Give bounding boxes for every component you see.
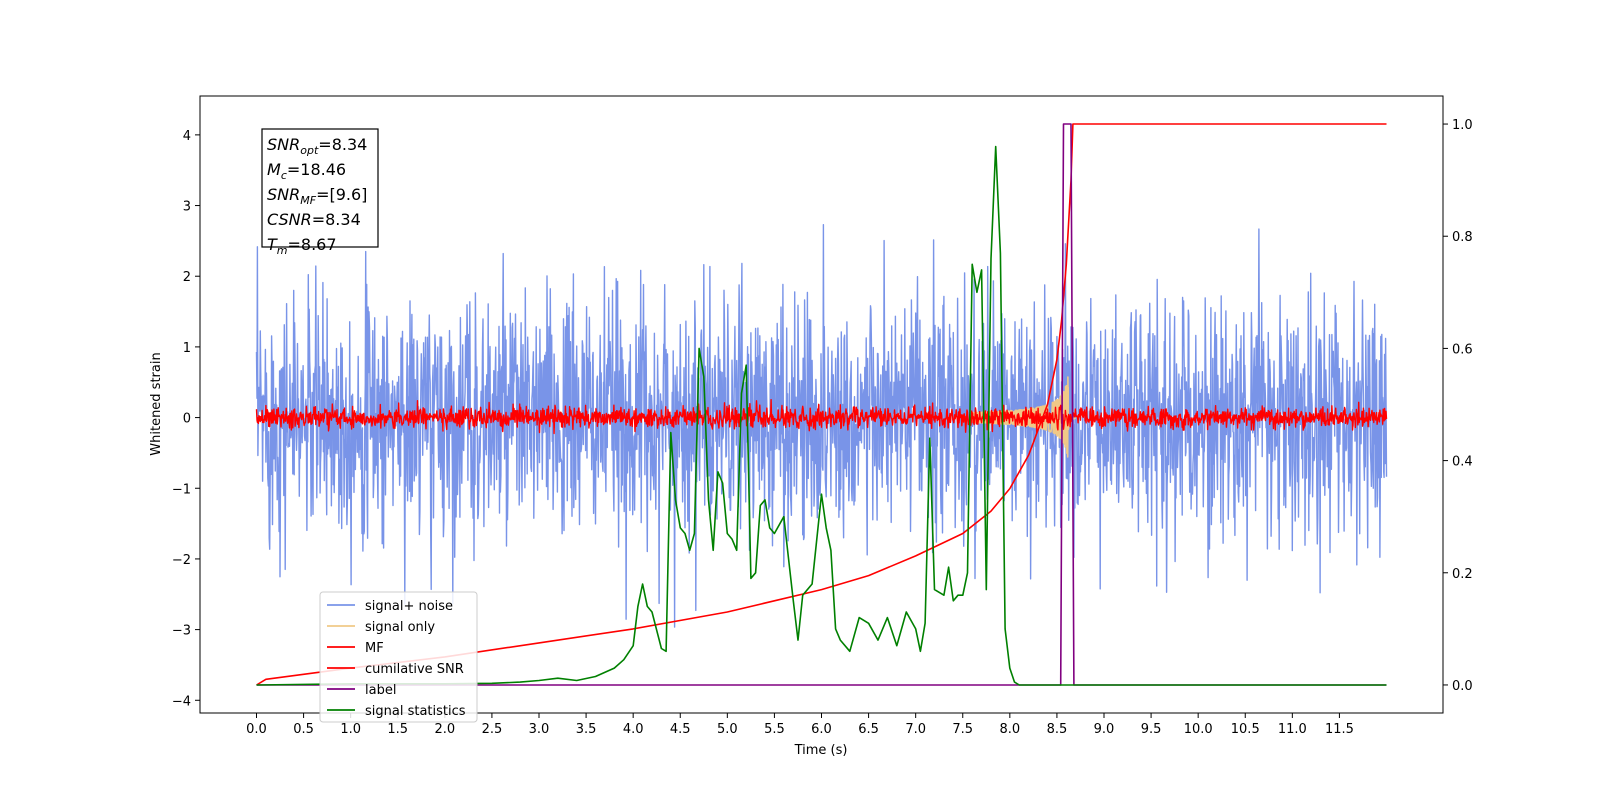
x-tick-label: 4.5 xyxy=(670,722,691,737)
x-tick-label: 7.5 xyxy=(952,722,973,737)
y-tick-label: −3 xyxy=(172,624,191,639)
x-tick-label: 4.0 xyxy=(623,722,644,737)
annotation-value: =18.46 xyxy=(287,160,346,179)
annotation-value: =8.34 xyxy=(312,210,361,229)
y-tick-label: 2 xyxy=(183,270,191,285)
y-tick-label: −4 xyxy=(172,694,191,709)
annotation-box: SNRopt=8.34Mc=18.46SNRMF=[9.6]CSNR=8.34T… xyxy=(261,128,379,257)
x-tick-label: 2.5 xyxy=(482,722,503,737)
y2-tick-label: 0.2 xyxy=(1452,567,1473,582)
x-tick-label: 1.5 xyxy=(387,722,408,737)
annotation-value: =8.34 xyxy=(318,135,367,154)
legend-label-mf: MF xyxy=(365,641,384,656)
x-tick-label: 5.5 xyxy=(764,722,785,737)
annotation-line: Tm=8.67 xyxy=(267,235,337,257)
series-mf xyxy=(255,399,1388,435)
y2-tick-label: 0.4 xyxy=(1452,455,1473,470)
annotation-subscript: c xyxy=(281,169,287,182)
y-tick-label: 3 xyxy=(183,200,191,215)
y-tick-label: 1 xyxy=(183,341,191,356)
y-tick-label: 4 xyxy=(183,129,191,144)
series-signal-statistics xyxy=(256,145,1387,686)
x-axis-label: Time (s) xyxy=(794,743,848,758)
x-tick-label: 6.0 xyxy=(811,722,832,737)
annotation-subscript: MF xyxy=(300,194,316,207)
x-tick-label: 0.0 xyxy=(246,722,267,737)
x-tick-label: 8.0 xyxy=(999,722,1020,737)
annotation-symbol: SNR xyxy=(267,185,300,204)
x-tick-label: 9.0 xyxy=(1094,722,1115,737)
annotation-line: SNRopt=8.34 xyxy=(267,135,367,157)
x-tick-label: 10.5 xyxy=(1231,722,1260,737)
y2-tick-label: 0.6 xyxy=(1452,342,1473,357)
x-tick-label: 5.0 xyxy=(717,722,738,737)
x-tick-label: 7.0 xyxy=(905,722,926,737)
annotation-line: CSNR=8.34 xyxy=(267,210,361,229)
x-tick-label: 2.0 xyxy=(434,722,455,737)
x-tick-label: 3.0 xyxy=(529,722,550,737)
legend-label-cumulative-snr: cumilative SNR xyxy=(365,662,464,677)
x-tick-label: 11.5 xyxy=(1325,722,1354,737)
annotation-line: Mc=18.46 xyxy=(267,160,346,182)
annotation-symbol: SNR xyxy=(267,135,300,154)
y-tick-label: 0 xyxy=(183,412,191,427)
annotation-symbol: T xyxy=(267,235,278,254)
y2-tick-label: 0.8 xyxy=(1452,230,1473,245)
x-tick-label: 1.0 xyxy=(340,722,361,737)
legend: signal+ noise signal only MF cumilative SNR… xyxy=(319,591,478,723)
x-tick-label: 8.5 xyxy=(1047,722,1068,737)
x-tick-label: 6.5 xyxy=(858,722,879,737)
annotation-frame xyxy=(261,128,379,248)
y-tick-label: −1 xyxy=(172,482,191,497)
x-tick-label: 11.0 xyxy=(1278,722,1307,737)
axes: 0.0 0.5 1.0 1.5 2.0 2.5 3.0 3.5 4.0 4.5 5.0 5.5 6.0 6… xyxy=(172,118,1473,737)
annotation-value: =8.67 xyxy=(288,235,337,254)
legend-frame xyxy=(319,591,478,723)
y2-tick-label: 1.0 xyxy=(1452,118,1473,133)
legend-label-label: label xyxy=(365,683,396,698)
series-signal-noise xyxy=(255,224,1388,628)
y2-tick-label: 0.0 xyxy=(1452,679,1473,694)
annotation-subscript: m xyxy=(277,244,288,257)
annotation-line: SNRMF=[9.6] xyxy=(267,185,367,207)
legend-label-signal-statistics: signal statistics xyxy=(365,704,466,719)
x-tick-label: 10.0 xyxy=(1184,722,1213,737)
legend-label-signal-only: signal only xyxy=(365,620,435,635)
legend-label-signal-noise: signal+ noise xyxy=(365,599,453,614)
y-axis-label: Whitened strain xyxy=(149,352,164,455)
x-tick-label: 3.5 xyxy=(576,722,597,737)
annotation-symbol: M xyxy=(267,160,281,179)
annotation-subscript: opt xyxy=(300,144,319,157)
x-tick-label: 0.5 xyxy=(293,722,314,737)
annotation-symbol: CSNR xyxy=(267,210,312,229)
x-tick-label: 9.5 xyxy=(1141,722,1162,737)
annotation-value: =[9.6] xyxy=(316,185,367,204)
y-tick-label: −2 xyxy=(172,553,191,568)
